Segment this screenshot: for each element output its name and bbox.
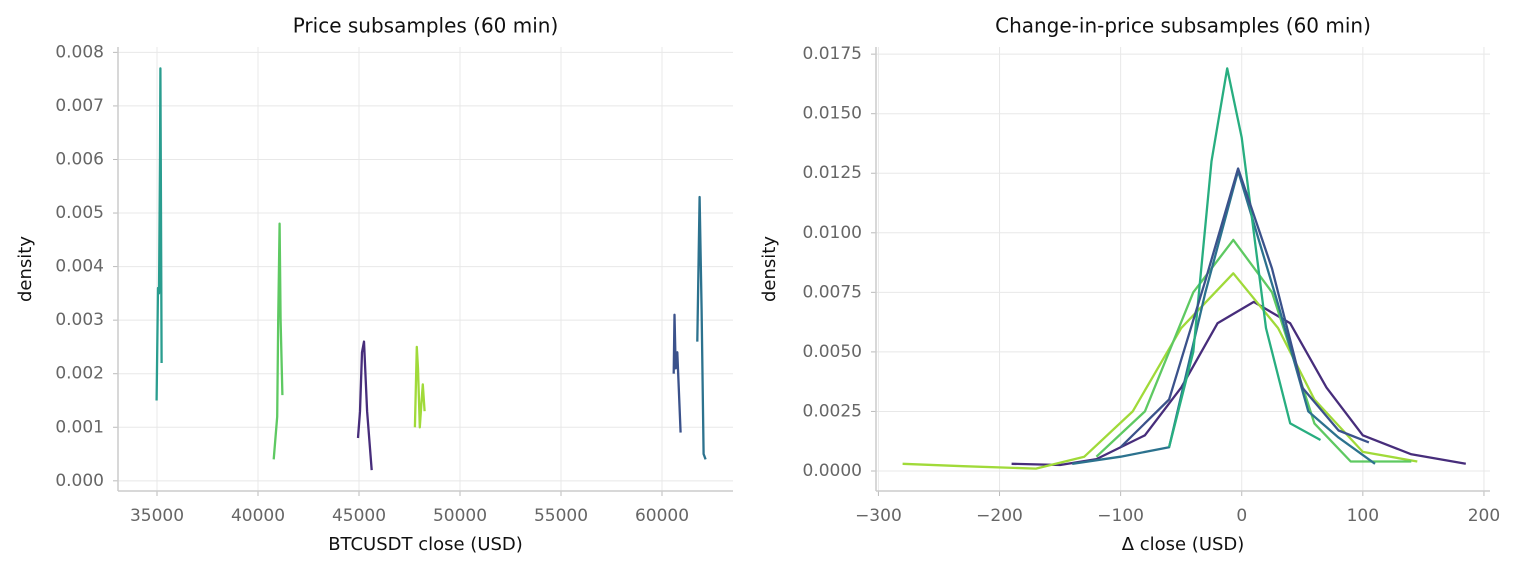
x-tick-label: 40000 [231,506,285,526]
y-axis-label: density [759,236,780,302]
y-tick-label: 0.004 [55,257,104,277]
density-line [672,313,682,433]
y-tick-label: 0.0025 [803,401,862,421]
y-tick-label: 0.0125 [803,163,862,183]
y-tick-label: 0.006 [55,149,104,169]
density-line [413,345,426,429]
x-tick-label: 60000 [635,506,689,526]
density-line [272,222,284,460]
y-tick-label: 0.0150 [803,104,862,124]
y-tick-label: 0.0000 [803,461,862,481]
x-axis-label: BTCUSDT close (USD) [328,534,523,555]
density-line [696,195,707,460]
y-tick-label: 0.002 [55,364,104,384]
x-tick-label: 200 [1468,506,1500,526]
density-line [1119,167,1370,449]
y-tick-label: 0.003 [55,310,104,330]
density-line [1167,67,1322,448]
x-tick-label: 100 [1347,506,1379,526]
y-tick-label: 0.001 [55,417,104,437]
x-tick-label: −300 [855,506,902,526]
x-tick-label: −200 [976,506,1023,526]
chart-title: Change-in-price subsamples (60 min) [995,14,1371,38]
y-tick-label: 0.0050 [803,342,862,362]
y-tick-label: 0.007 [55,96,104,116]
density-line [356,340,373,471]
density-line [155,67,163,401]
density-line [1095,238,1412,463]
x-tick-label: 35000 [130,506,184,526]
x-tick-label: 0 [1236,506,1247,526]
y-tick-label: 0.000 [55,471,104,491]
y-tick-label: 0.005 [55,203,104,223]
x-tick-label: 50000 [433,506,487,526]
x-tick-label: 55000 [534,506,588,526]
x-tick-label: −100 [1097,506,1144,526]
y-tick-label: 0.0100 [803,223,862,243]
x-tick-label: 45000 [332,506,386,526]
x-axis-label: Δ close (USD) [1122,534,1245,555]
density-line [902,272,1418,470]
y-tick-label: 0.0175 [803,44,862,64]
y-tick-label: 0.0075 [803,282,862,302]
y-axis-label: density [15,236,36,302]
chart-title: Price subsamples (60 min) [293,14,559,38]
y-tick-label: 0.008 [55,42,104,62]
density-line [1011,300,1466,467]
